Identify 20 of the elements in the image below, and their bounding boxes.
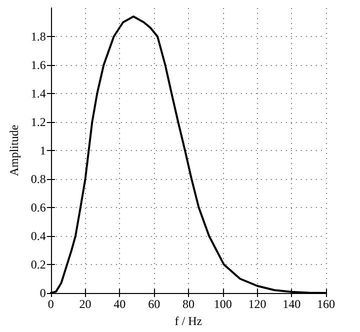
x-tick-label: 80 (182, 297, 194, 311)
y-tick-label: 1.4 (30, 86, 46, 100)
x-tick-label: 100 (214, 297, 232, 311)
x-tick-label: 20 (79, 297, 92, 311)
y-tick-label: 0.4 (30, 229, 46, 243)
y-axis-title: Amplitude (7, 124, 21, 176)
x-axis-title: f / Hz (174, 314, 202, 328)
y-tick-label: 1.8 (30, 30, 46, 44)
y-tick-label: 0.8 (30, 172, 46, 186)
x-tick-label: 40 (114, 297, 126, 311)
y-tick-label: 0.2 (30, 258, 46, 272)
x-tick-label: 60 (148, 297, 160, 311)
y-tick-label: 1 (40, 144, 46, 158)
y-tick-label: 0.6 (30, 200, 46, 214)
y-tick-label: 0 (40, 286, 46, 300)
y-tick-label: 1.6 (30, 58, 46, 72)
x-tick-label: 140 (282, 297, 301, 311)
x-tick-label: 160 (317, 297, 335, 311)
y-tick-label: 1.2 (30, 115, 46, 129)
x-tick-label: 120 (248, 297, 266, 311)
